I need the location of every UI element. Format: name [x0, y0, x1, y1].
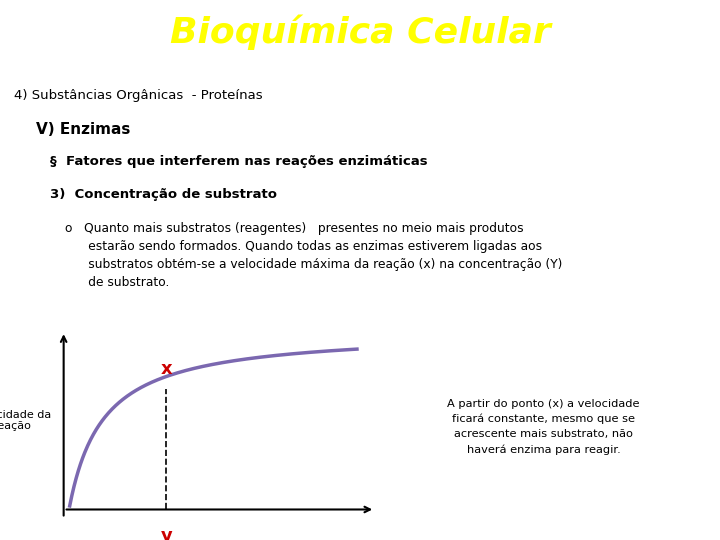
Text: x: x — [161, 361, 172, 379]
Text: 3)  Concentração de substrato: 3) Concentração de substrato — [50, 188, 277, 201]
Text: o   Quanto mais substratos (reagentes)   presentes no meio mais produtos
      e: o Quanto mais substratos (reagentes) pre… — [65, 221, 562, 288]
Text: 4) Substâncias Orgânicas  - Proteínas: 4) Substâncias Orgânicas - Proteínas — [14, 89, 263, 102]
Text: Bioquímica Celular: Bioquímica Celular — [170, 15, 550, 50]
Text: V) Enzimas: V) Enzimas — [36, 122, 130, 137]
Text: Velocidade da
reação: Velocidade da reação — [0, 409, 52, 431]
Text: §  Fatores que interferem nas reações enzimáticas: § Fatores que interferem nas reações enz… — [50, 155, 428, 168]
Text: A partir do ponto (x) a velocidade
ficará constante, mesmo que se
acrescente mai: A partir do ponto (x) a velocidade ficar… — [447, 399, 640, 455]
Text: y: y — [161, 527, 172, 540]
